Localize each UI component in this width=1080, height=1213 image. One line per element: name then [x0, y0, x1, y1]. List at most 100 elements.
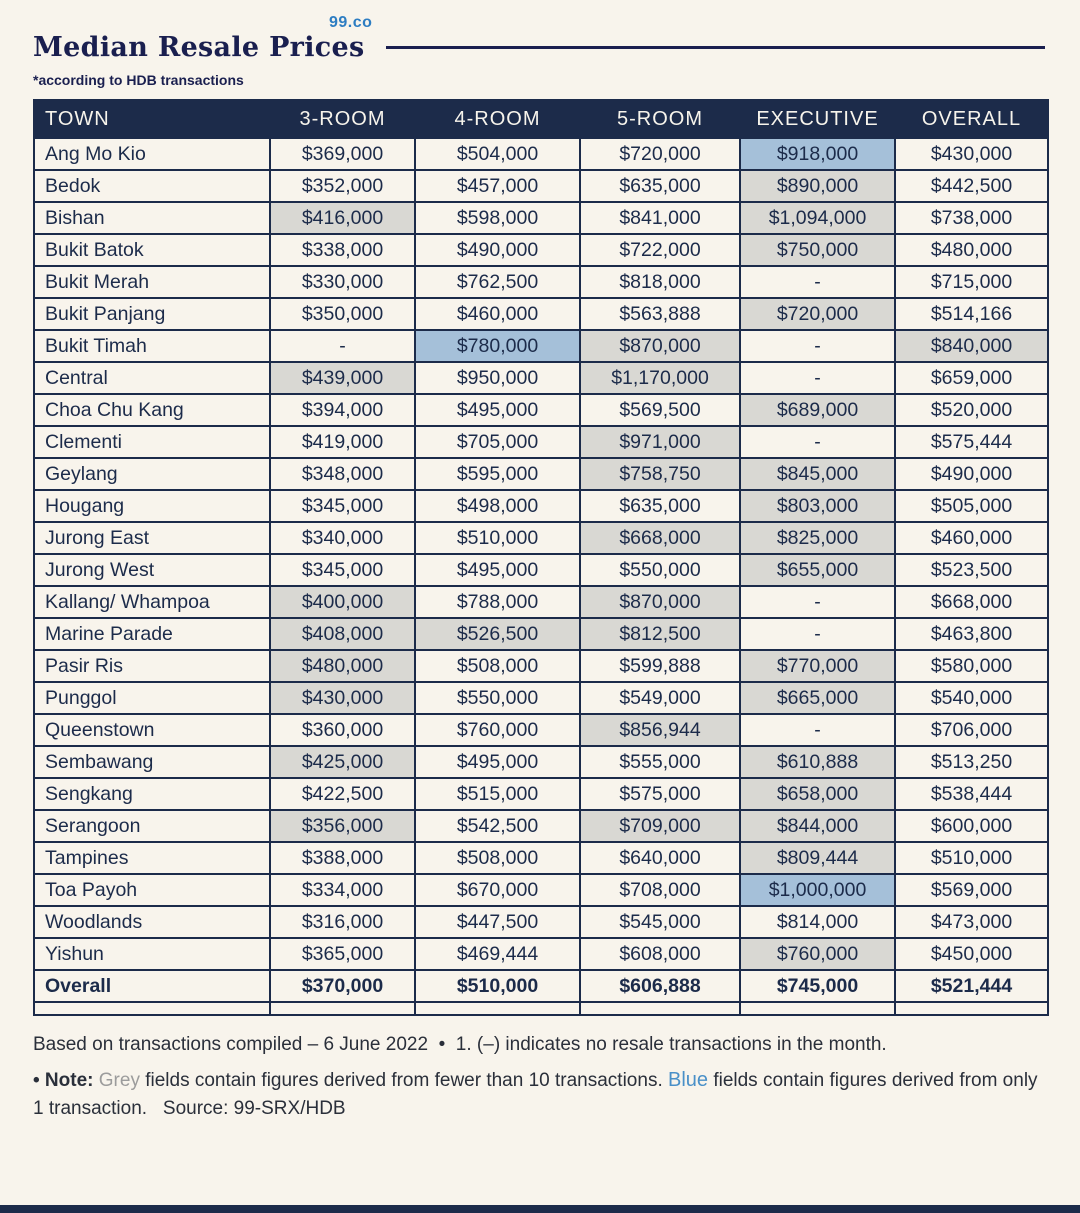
price-cell: $814,000 [739, 905, 896, 939]
price-cell: $504,000 [414, 137, 581, 171]
price-cell: $708,000 [579, 873, 741, 907]
table-row: Pasir Ris $480,000 $508,000 $599,888 $770,00… [33, 649, 1049, 683]
town-cell: Pasir Ris [33, 649, 271, 683]
town-cell: Bishan [33, 201, 271, 235]
column-header-3room: 3-ROOM [269, 99, 416, 139]
table-row: Ang Mo Kio $369,000 $504,000 $720,000 $918,0… [33, 137, 1049, 171]
price-cell: $598,000 [414, 201, 581, 235]
price-cell: - [739, 617, 896, 651]
price-cell: $668,000 [579, 521, 741, 555]
price-cell: $689,000 [739, 393, 896, 427]
town-cell: Hougang [33, 489, 271, 523]
price-cell: $665,000 [739, 681, 896, 715]
price-cell: $745,000 [739, 969, 896, 1003]
price-cell: $580,000 [894, 649, 1049, 683]
price-cell: $670,000 [414, 873, 581, 907]
price-cell: $655,000 [739, 553, 896, 587]
table-row: Sembawang $425,000 $495,000 $555,000 $610,88… [33, 745, 1049, 779]
price-cell: $575,444 [894, 425, 1049, 459]
price-cell: $720,000 [579, 137, 741, 171]
table-row: Bukit Timah - $780,000 $870,000- $840,000 [33, 329, 1049, 363]
price-cell: $844,000 [739, 809, 896, 843]
note-suffix-text: fields contain figures derived from only… [33, 1069, 1038, 1120]
town-cell: Punggol [33, 681, 271, 715]
price-cell: $709,000 [579, 809, 741, 843]
price-cell: $356,000 [269, 809, 416, 843]
price-cell: $760,000 [414, 713, 581, 747]
price-cell: $658,000 [739, 777, 896, 811]
price-cell: $563,888 [579, 297, 741, 331]
price-cell: $513,250 [894, 745, 1049, 779]
town-cell: Jurong West [33, 553, 271, 587]
table-head: TOWN 3-ROOM 4-ROOM 5-ROOM EXECUTIVE OVER… [33, 99, 1049, 139]
price-cell: $1,000,000 [739, 873, 896, 907]
price-cell: $635,000 [579, 169, 741, 203]
price-cell: $408,000 [269, 617, 416, 651]
table-row: Tampines $388,000 $508,000 $640,000 $809,444… [33, 841, 1049, 875]
price-cell: $841,000 [579, 201, 741, 235]
table-row: Hougang $345,000 $498,000 $635,000 $803,000 $… [33, 489, 1049, 523]
page: 99.co Median Resale Prices *according to… [33, 14, 1049, 1124]
price-cell: $495,000 [414, 393, 581, 427]
price-cell: $738,000 [894, 201, 1049, 235]
table-row: Marine Parade $408,000 $526,500 $812,500- $4… [33, 617, 1049, 651]
price-cell: $352,000 [269, 169, 416, 203]
price-cell: $758,750 [579, 457, 741, 491]
empty-row [33, 1001, 1049, 1016]
price-cell: $450,000 [894, 937, 1049, 971]
price-cell: $545,000 [579, 905, 741, 939]
price-cell: $460,000 [894, 521, 1049, 555]
price-cell: $950,000 [414, 361, 581, 395]
table-row: Woodlands $316,000 $447,500 $545,000 $814,00… [33, 905, 1049, 939]
price-cell: $890,000 [739, 169, 896, 203]
table-row: Bedok $352,000 $457,000 $635,000 $890,000 $44… [33, 169, 1049, 203]
footnotes: Based on transactions compiled – 6 June … [33, 1031, 1047, 1124]
price-cell: $640,000 [579, 841, 741, 875]
price-cell: $330,000 [269, 265, 416, 299]
price-cell: - [739, 585, 896, 619]
price-cell: $856,944 [579, 713, 741, 747]
footnote-compiled: Based on transactions compiled – 6 June … [33, 1031, 1047, 1060]
price-cell: $480,000 [894, 233, 1049, 267]
table-row: Bukit Batok $338,000 $490,000 $722,000 $750,… [33, 233, 1049, 267]
price-cell: $508,000 [414, 841, 581, 875]
table-row: Punggol $430,000 $550,000 $549,000 $665,000 $… [33, 681, 1049, 715]
table-row: Jurong East $340,000 $510,000 $668,000 $825,… [33, 521, 1049, 555]
table-body: Ang Mo Kio $369,000 $504,000 $720,000 $918,0… [33, 137, 1049, 1016]
column-header-executive: EXECUTIVE [739, 99, 896, 139]
price-cell: $348,000 [269, 457, 416, 491]
price-cell: - [739, 265, 896, 299]
table-row: Kallang/ Whampoa $400,000 $788,000 $870,000… [33, 585, 1049, 619]
price-cell: $569,500 [579, 393, 741, 427]
price-cell: $720,000 [739, 297, 896, 331]
price-cell: $316,000 [269, 905, 416, 939]
price-cell: $538,444 [894, 777, 1049, 811]
price-cell: $442,500 [894, 169, 1049, 203]
price-cell: $416,000 [269, 201, 416, 235]
header-row: TOWN 3-ROOM 4-ROOM 5-ROOM EXECUTIVE OVER… [33, 99, 1049, 139]
price-cell: $526,500 [414, 617, 581, 651]
price-cell: $715,000 [894, 265, 1049, 299]
column-header-town: TOWN [33, 99, 271, 139]
price-cell: $803,000 [739, 489, 896, 523]
price-cell [269, 1001, 416, 1016]
price-cell: $523,500 [894, 553, 1049, 587]
price-cell: $515,000 [414, 777, 581, 811]
price-cell [414, 1001, 581, 1016]
column-header-overall: OVERALL [894, 99, 1049, 139]
price-cell: $918,000 [739, 137, 896, 171]
town-cell: Bukit Panjang [33, 297, 271, 331]
price-cell: $394,000 [269, 393, 416, 427]
price-cell: $338,000 [269, 233, 416, 267]
town-cell: Ang Mo Kio [33, 137, 271, 171]
price-cell: $542,500 [414, 809, 581, 843]
price-cell: $521,444 [894, 969, 1049, 1003]
table-row: Bukit Merah $330,000 $762,500 $818,000- $715… [33, 265, 1049, 299]
price-cell [739, 1001, 896, 1016]
price-cell: $600,000 [894, 809, 1049, 843]
price-cell: $1,094,000 [739, 201, 896, 235]
price-cell: $495,000 [414, 553, 581, 587]
grey-legend-word: Grey [98, 1069, 140, 1091]
price-cell: $706,000 [894, 713, 1049, 747]
town-cell: Marine Parade [33, 617, 271, 651]
